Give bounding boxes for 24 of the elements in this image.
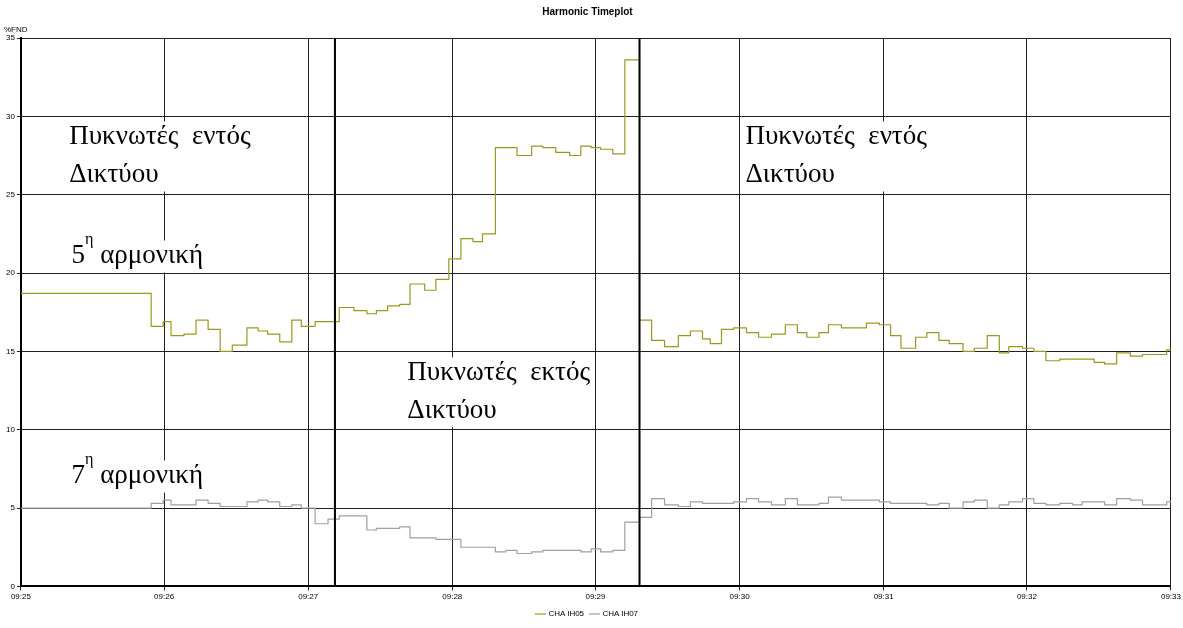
y-tick-label: 20	[5, 268, 16, 278]
y-tick-label: 35	[5, 33, 16, 43]
chart-title: Harmonic Timeplot	[542, 5, 634, 17]
x-tick-label: 09:32	[1016, 592, 1038, 602]
x-tick-label: 09:29	[585, 592, 607, 602]
x-tick-label: 09:25	[10, 592, 32, 602]
annotation: Πυκνωτές εντός Δικτύου	[745, 120, 928, 189]
annotation: Πυκνωτές εκτός Δικτύου	[407, 355, 591, 424]
y-tick-label: 30	[5, 111, 16, 121]
y-axis-title: %FND	[4, 25, 28, 35]
x-tick-label: 09:31	[873, 592, 895, 602]
y-tick-label: 0	[10, 581, 16, 591]
x-tick-label: 09:26	[154, 592, 175, 602]
y-tick-label: 5	[10, 503, 16, 513]
x-tick-label: 09:30	[729, 592, 751, 602]
legend-label: CHA IH05	[548, 609, 585, 619]
annotation: Πυκνωτές εντός Δικτύου	[69, 120, 251, 189]
x-tick-label: 09:27	[298, 592, 319, 602]
x-tick-label: 09:28	[442, 592, 463, 602]
y-tick-label: 10	[5, 424, 16, 434]
y-tick-label: 25	[5, 189, 16, 199]
legend-label: CHA IH07	[602, 609, 639, 619]
y-tick-label: 15	[5, 346, 16, 356]
x-tick-label: 09:33	[1160, 592, 1182, 602]
